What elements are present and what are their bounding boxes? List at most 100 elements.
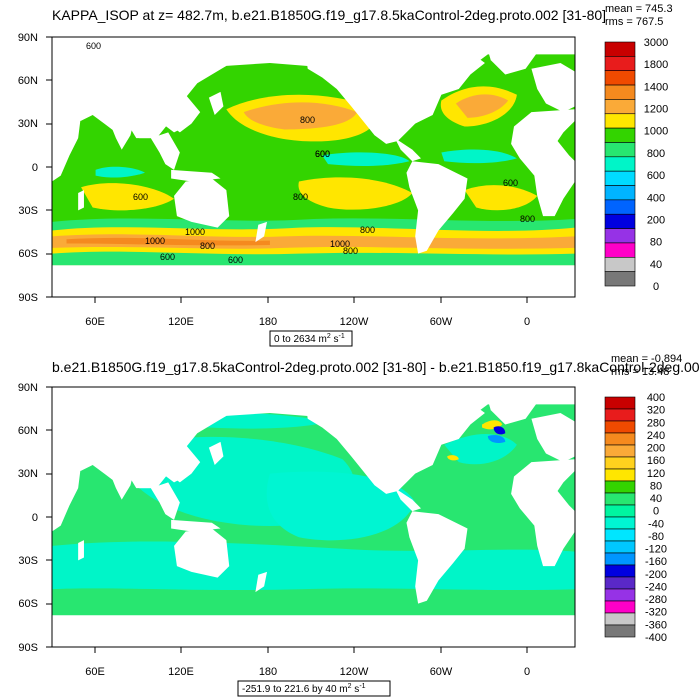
colorbar-tick-label: -240 <box>645 581 667 593</box>
colorbar-tick-label: 320 <box>647 405 665 417</box>
svg-text:60N: 60N <box>18 75 38 87</box>
bottom-rms-stat: rms = 13.48 <box>611 366 669 378</box>
bottom-map-field <box>51 386 576 648</box>
colorbar-tick-label: 3000 <box>644 37 668 49</box>
colorbar-swatch <box>604 84 636 100</box>
colorbar-tick-label: 800 <box>647 148 665 160</box>
top-lon-axis: 60E 120E 180 120W 60W 0 <box>85 316 530 328</box>
svg-text:600: 600 <box>503 178 518 188</box>
colorbar-tick-label: 1800 <box>644 59 668 71</box>
colorbar-swatch <box>604 113 636 129</box>
bottom-map-panel: b.e21.B1850G.f19_g17.8.5kaControl-2deg.p… <box>18 353 700 697</box>
colorbar-swatch <box>604 576 636 590</box>
top-axis-ticks <box>46 36 528 303</box>
colorbar-swatch <box>604 228 636 244</box>
svg-text:120W: 120W <box>340 316 369 328</box>
colorbar-tick-label: -200 <box>645 569 667 581</box>
svg-text:90N: 90N <box>18 32 38 44</box>
colorbar-swatch <box>604 213 636 229</box>
colorbar-swatch <box>604 242 636 258</box>
top-map-title: KAPPA_ISOP at z= 482.7m, b.e21.B1850G.f1… <box>52 7 606 23</box>
bottom-colorbar: 40032028024020016012080400-40-80-120-160… <box>604 392 667 644</box>
svg-text:90N: 90N <box>18 382 38 394</box>
bottom-mean-stat: mean = -0.894 <box>611 353 682 365</box>
svg-text:60W: 60W <box>430 666 453 678</box>
svg-text:800: 800 <box>520 214 535 224</box>
colorbar-tick-label: 160 <box>647 455 665 467</box>
colorbar-swatch <box>604 185 636 201</box>
colorbar-tick-label: 400 <box>647 192 665 204</box>
svg-text:1000: 1000 <box>185 227 205 237</box>
colorbar-swatch <box>604 170 636 186</box>
svg-text:120W: 120W <box>340 666 369 678</box>
colorbar-swatch <box>604 396 636 410</box>
svg-text:600: 600 <box>228 255 243 265</box>
svg-text:800: 800 <box>300 115 315 125</box>
colorbar-tick-label: 0 <box>653 281 659 293</box>
svg-text:0: 0 <box>32 512 38 524</box>
colorbar-swatch <box>604 99 636 115</box>
top-rms-stat: rms = 767.5 <box>605 16 663 28</box>
colorbar-tick-label: 40 <box>650 493 662 505</box>
colorbar-swatch <box>604 408 636 422</box>
top-mean-stat: mean = 745.3 <box>605 3 673 15</box>
svg-text:30S: 30S <box>18 205 38 217</box>
colorbar-swatch <box>604 256 636 272</box>
svg-text:800: 800 <box>343 246 358 256</box>
svg-text:120E: 120E <box>168 316 194 328</box>
svg-text:60W: 60W <box>430 316 453 328</box>
colorbar-tick-label: 1400 <box>644 81 668 93</box>
colorbar-swatch <box>604 271 636 287</box>
svg-text:600: 600 <box>315 149 330 159</box>
colorbar-tick-label: -40 <box>648 518 664 530</box>
colorbar-tick-label: 240 <box>647 430 665 442</box>
colorbar-swatch <box>604 504 636 518</box>
svg-text:120E: 120E <box>168 666 194 678</box>
colorbar-tick-label: 280 <box>647 417 665 429</box>
colorbar-tick-label: 80 <box>650 480 662 492</box>
colorbar-swatch <box>604 588 636 602</box>
colorbar-tick-label: -120 <box>645 544 667 556</box>
svg-text:-251.9 to 221.6 by 40 m2 s-1: -251.9 to 221.6 by 40 m2 s-1 <box>242 683 366 695</box>
svg-text:180: 180 <box>259 316 277 328</box>
colorbar-tick-label: -400 <box>645 632 667 644</box>
svg-text:60E: 60E <box>85 666 105 678</box>
colorbar-swatch <box>604 600 636 614</box>
top-lat-axis: 90N 60N 30N 0 30S 60S 90S <box>18 32 38 304</box>
colorbar-tick-label: -160 <box>645 556 667 568</box>
colorbar-tick-label: 120 <box>647 468 665 480</box>
colorbar-swatch <box>604 456 636 470</box>
svg-text:800: 800 <box>293 192 308 202</box>
svg-text:0: 0 <box>32 162 38 174</box>
colorbar-tick-label: 200 <box>647 443 665 455</box>
svg-text:60N: 60N <box>18 425 38 437</box>
colorbar-tick-label: 200 <box>647 214 665 226</box>
svg-text:800: 800 <box>360 225 375 235</box>
colorbar-swatch <box>604 420 636 434</box>
svg-text:600: 600 <box>133 192 148 202</box>
colorbar-swatch <box>604 492 636 506</box>
colorbar-tick-label: 40 <box>650 259 662 271</box>
colorbar-swatch <box>604 432 636 446</box>
colorbar-swatch <box>604 156 636 172</box>
top-range-box: 0 to 2634 m2 s-1 <box>269 330 353 347</box>
svg-text:0: 0 <box>524 316 530 328</box>
svg-text:1000: 1000 <box>145 236 165 246</box>
colorbar-swatch <box>604 540 636 554</box>
bottom-lat-axis: 90N 60N 30N 0 30S 60S 90S <box>18 382 38 654</box>
colorbar-swatch <box>604 564 636 578</box>
colorbar-swatch <box>604 127 636 143</box>
bottom-range-box: -251.9 to 221.6 by 40 m2 s-1 <box>237 680 391 697</box>
svg-text:800: 800 <box>200 241 215 251</box>
colorbar-tick-label: 0 <box>653 506 659 518</box>
colorbar-tick-label: 80 <box>650 237 662 249</box>
colorbar-swatch <box>604 612 636 626</box>
colorbar-swatch <box>604 468 636 482</box>
svg-text:30N: 30N <box>18 118 38 130</box>
colorbar-swatch <box>604 528 636 542</box>
colorbar-swatch <box>604 199 636 215</box>
bottom-axis-ticks <box>46 386 528 653</box>
svg-text:90S: 90S <box>18 642 38 654</box>
colorbar-swatch <box>604 516 636 530</box>
